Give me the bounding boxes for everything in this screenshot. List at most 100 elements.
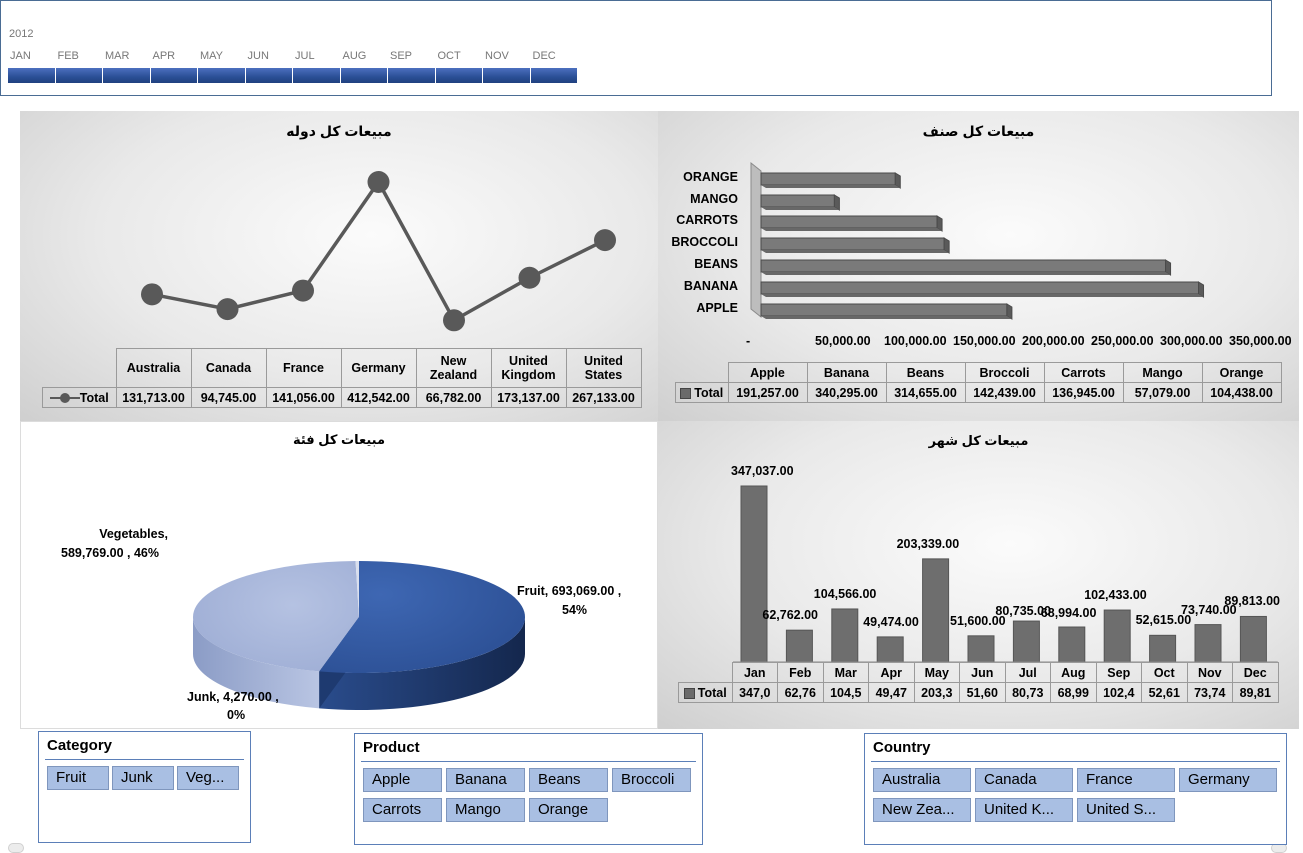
country-chart-title: مبيعات كل دوله <box>286 123 392 139</box>
country-point-1[interactable] <box>216 298 239 321</box>
timeline-month-bar[interactable] <box>8 68 55 83</box>
month-bar-nov[interactable] <box>1194 624 1222 663</box>
product-slicer[interactable]: Product Apple Banana Beans Broccoli Carrots M… <box>354 733 703 845</box>
timeline-month-bar[interactable] <box>150 68 197 83</box>
country-point-5[interactable] <box>518 266 541 289</box>
product-axis-label-banana: BANANA <box>683 279 738 293</box>
timeline-month-dec[interactable]: DEC <box>530 50 579 84</box>
timeline-month-mar[interactable]: MAR <box>103 50 151 84</box>
product-bar-mango[interactable] <box>760 194 840 211</box>
timeline-month-bar[interactable] <box>388 68 435 83</box>
month-bar-plot <box>733 485 1278 663</box>
month-bar-apr[interactable] <box>876 636 904 663</box>
month-header-jan: Jan <box>731 662 778 683</box>
country-point-4[interactable] <box>443 309 465 332</box>
country-slicer-item-3[interactable]: Germany <box>1179 768 1277 792</box>
month-sales-chart[interactable]: مبيعات كل شهر 347,037.00 62,762.00 104,566… <box>658 421 1299 729</box>
category-slicer[interactable]: Category Fruit Junk Veg... <box>38 731 251 843</box>
timeline-month-feb[interactable]: FEB <box>55 50 104 84</box>
month-value-11: 89,81 <box>1232 682 1279 703</box>
product-bar-orange[interactable] <box>760 172 901 189</box>
country-point-2[interactable] <box>292 279 314 302</box>
timeline-month-nov[interactable]: NOV <box>483 50 531 84</box>
country-line-plot <box>141 170 616 332</box>
category-sales-chart[interactable]: مبيعات كل فئة Vegetables, 589,769.00 , 4… <box>20 421 658 729</box>
country-slicer-item-5[interactable]: United K... <box>975 798 1073 822</box>
country-slicer-item-4[interactable]: New Zea... <box>873 798 971 822</box>
country-slicer-item-2[interactable]: France <box>1077 768 1175 792</box>
country-point-6[interactable] <box>594 229 616 252</box>
product-slicer-item-6[interactable]: Orange <box>529 798 608 822</box>
product-slicer-item-1[interactable]: Banana <box>446 768 525 792</box>
timeline-month-jul[interactable]: JUL <box>293 50 341 84</box>
timeline-month-bar[interactable] <box>530 68 577 83</box>
month-bar-feb[interactable] <box>785 629 813 663</box>
category-slicer-item-1[interactable]: Junk <box>112 766 174 790</box>
product-slicer-item-2[interactable]: Beans <box>529 768 608 792</box>
timeline-month-apr[interactable]: APR <box>150 50 199 84</box>
product-bar-beans[interactable] <box>760 259 1172 276</box>
pie-slice-vegetables[interactable] <box>193 561 359 672</box>
month-bar-aug[interactable] <box>1058 626 1086 663</box>
product-slicer-item-4[interactable]: Carrots <box>363 798 442 822</box>
country-slicer-item-0[interactable]: Australia <box>873 768 971 792</box>
month-legend-cell: Total <box>678 682 733 703</box>
month-bar-oct[interactable] <box>1149 634 1177 663</box>
month-data-label-8: 102,433.00 <box>1084 588 1147 603</box>
product-value-1: 340,295.00 <box>806 382 887 403</box>
product-bar-apple[interactable] <box>760 303 1013 320</box>
product-bar-carrots[interactable] <box>760 215 943 232</box>
month-bar-jan[interactable] <box>740 485 768 663</box>
country-slicer-item-6[interactable]: United S... <box>1077 798 1175 822</box>
timeline-month-bar[interactable] <box>293 68 340 83</box>
timeline-month-bar[interactable] <box>198 68 245 83</box>
country-series-line <box>151 178 606 323</box>
country-legend-cell: Total <box>42 387 117 408</box>
timeline-month-bar[interactable] <box>435 68 482 83</box>
country-point-0[interactable] <box>141 283 163 306</box>
month-bar-may[interactable] <box>922 558 950 663</box>
timeline-month-jan[interactable]: JAN <box>8 50 56 84</box>
product-x-tick-6: 300,000.00 <box>1160 334 1223 348</box>
timeline-month-bar[interactable] <box>55 68 102 83</box>
timeline-month-may[interactable]: MAY <box>198 50 246 84</box>
category-slicer-item-0[interactable]: Fruit <box>47 766 109 790</box>
month-bar-sep[interactable] <box>1103 609 1131 663</box>
timeline-month-sep[interactable]: SEP <box>388 50 436 84</box>
month-data-label-3: 49,474.00 <box>863 614 919 629</box>
product-value-5: 57,079.00 <box>1122 382 1203 403</box>
product-bar-banana[interactable] <box>760 281 1205 298</box>
timeline-month-aug[interactable]: AUG <box>340 50 389 84</box>
country-point-3[interactable] <box>367 170 390 193</box>
month-bar-jun[interactable] <box>967 635 995 663</box>
product-slicer-item-0[interactable]: Apple <box>363 768 442 792</box>
product-sales-chart[interactable]: مبيعات كل صنف ORANGE MANGO CARROTS BROCCOLI… <box>658 111 1299 421</box>
country-header-5: United Kingdom <box>490 348 567 388</box>
month-bar-dec[interactable] <box>1239 615 1267 663</box>
timeline-month-label: JUL <box>295 50 315 62</box>
timeline-month-oct[interactable]: OCT <box>435 50 484 84</box>
product-bar-broccoli[interactable] <box>760 237 950 254</box>
pie-label-junk: Junk, 4,270.00 , <box>187 690 279 704</box>
product-slicer-item-3[interactable]: Broccoli <box>612 768 691 792</box>
product-slicer-item-5[interactable]: Mango <box>446 798 525 822</box>
timeline-scroll-left-handle[interactable] <box>8 843 24 853</box>
timeline-month-bar[interactable] <box>340 68 387 83</box>
timeline-month-bar[interactable] <box>245 68 292 83</box>
country-slicer[interactable]: Country Australia Canada France Germany New … <box>864 733 1287 845</box>
timeline-month-bar[interactable] <box>103 68 150 83</box>
country-sales-chart[interactable]: مبيعات كل دوله Australia Canada France Germ… <box>20 111 658 421</box>
category-slicer-item-2[interactable]: Veg... <box>177 766 239 790</box>
month-value-2: 104,5 <box>822 682 869 703</box>
product-axis-wall <box>750 161 762 319</box>
timeline-month-bar[interactable] <box>483 68 530 83</box>
country-value-2: 141,056.00 <box>265 387 342 408</box>
country-slicer-item-1[interactable]: Canada <box>975 768 1073 792</box>
country-header-6: United States <box>565 348 642 388</box>
month-bar-jul[interactable] <box>1012 620 1040 663</box>
pie-slice-fruit[interactable] <box>319 561 525 673</box>
timeline-month-jun[interactable]: JUN <box>245 50 294 84</box>
pie-slice-junk[interactable] <box>355 561 359 617</box>
month-bar-mar[interactable] <box>831 608 859 663</box>
